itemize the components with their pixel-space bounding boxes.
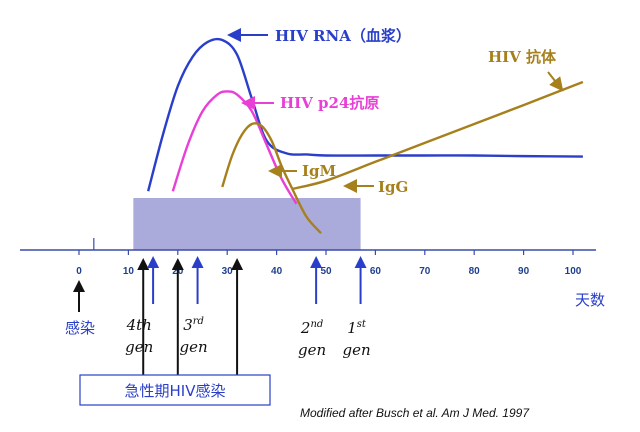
igg-label: IgG bbox=[378, 178, 408, 196]
x-tick-label: 90 bbox=[518, 266, 530, 277]
series-line-3 bbox=[291, 80, 584, 191]
gen-label-2: 2nd bbox=[300, 319, 323, 337]
x-tick-label: 100 bbox=[565, 266, 582, 277]
acute-infection-box-label: 急性期HIV感染 bbox=[125, 382, 226, 400]
gen-word-3: gen bbox=[343, 341, 371, 359]
gen-word-1: gen bbox=[179, 338, 207, 356]
series-line-0 bbox=[146, 37, 583, 192]
x-tick-label: 40 bbox=[271, 266, 283, 277]
series-line-1 bbox=[171, 90, 298, 205]
hiv-antibody-label: HIV 抗体 bbox=[488, 48, 557, 66]
series-line-2 bbox=[221, 122, 322, 235]
gen-label-3: 1st bbox=[347, 319, 367, 337]
x-tick-label: 0 bbox=[76, 266, 82, 277]
x-axis-label: 天数 bbox=[575, 291, 605, 309]
marker-arrows bbox=[73, 256, 367, 377]
x-tick-label: 60 bbox=[370, 266, 382, 277]
gen-label-0: 4th bbox=[126, 316, 152, 334]
hiv-rna-label: HIV RNA（血浆） bbox=[275, 27, 411, 45]
p24-label: HIV p24抗原 bbox=[280, 94, 379, 112]
acute-band-rect bbox=[133, 198, 361, 250]
generation-labels: 4th gen 3rd gen 2nd gen 1st gen bbox=[125, 316, 371, 359]
acute-infection-box bbox=[79, 374, 271, 406]
igm-label: IgM bbox=[302, 162, 336, 180]
x-tick-label: 50 bbox=[320, 266, 332, 277]
x-tick-label: 70 bbox=[419, 266, 431, 277]
hiv-antibody-label-arrow bbox=[547, 71, 564, 92]
curves-group bbox=[146, 37, 584, 235]
infection-label: 感染 bbox=[65, 319, 95, 337]
x-tick-label: 80 bbox=[469, 266, 481, 277]
gen-word-0: gen bbox=[125, 338, 153, 356]
x-axis-ticks: 0102030405060708090100 bbox=[76, 250, 582, 277]
gen-label-1: 3rd bbox=[183, 316, 204, 334]
x-tick-label: 10 bbox=[123, 266, 135, 277]
acute-infection-band bbox=[133, 198, 361, 250]
x-tick-label: 30 bbox=[222, 266, 234, 277]
gen-word-2: gen bbox=[298, 341, 326, 359]
citation-caption: Modified after Busch et al. Am J Med. 19… bbox=[300, 406, 530, 420]
